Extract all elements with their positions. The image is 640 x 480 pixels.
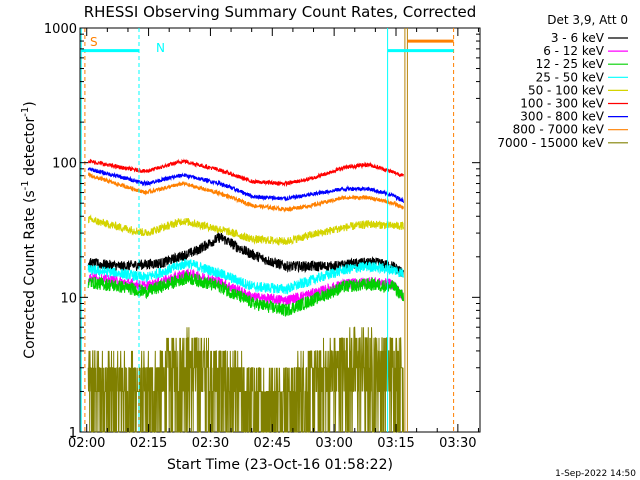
y-tick-label: 1000 bbox=[44, 22, 77, 37]
legend-label: 3 - 6 keV bbox=[551, 31, 605, 45]
x-tick-label: 02:00 bbox=[68, 436, 105, 451]
legend-label: 12 - 25 keV bbox=[536, 57, 605, 71]
series-layer bbox=[87, 158, 404, 433]
x-tick-label: 03:15 bbox=[377, 436, 414, 451]
chart-title: RHESSI Observing Summary Count Rates, Co… bbox=[84, 3, 477, 21]
legend-label: 7000 - 15000 keV bbox=[497, 136, 604, 150]
series-line-7000to15000keV bbox=[87, 326, 404, 433]
x-tick-label: 02:30 bbox=[192, 436, 229, 451]
y-tick-label: 100 bbox=[52, 157, 77, 172]
series-line-12to25keV bbox=[87, 270, 404, 317]
y-tick-label: 10 bbox=[60, 291, 77, 306]
y-tick-label: 1 bbox=[69, 426, 77, 441]
series-line-25to50keV bbox=[87, 258, 404, 295]
legend-label: 50 - 100 keV bbox=[528, 83, 605, 97]
y-axis-label-end: ) bbox=[22, 101, 38, 106]
legend-label: 6 - 12 keV bbox=[543, 44, 605, 58]
x-tick-label: 02:45 bbox=[254, 436, 291, 451]
axis-layer: 02:00 02:15 02:30 02:45 03:00 03:15 03:30 1 10 10… bbox=[44, 22, 480, 451]
y-axis-label-exp-2: -1 bbox=[20, 107, 31, 117]
x-tick-label: 03:30 bbox=[439, 436, 476, 451]
legend-label: 100 - 300 keV bbox=[520, 97, 604, 111]
y-axis-label-mid: detector bbox=[22, 117, 38, 181]
series-line-300to800keV bbox=[87, 167, 404, 203]
y-axis-label-main: Corrected Count Rate (s bbox=[22, 190, 38, 358]
y-axis-label-exp-1: -1 bbox=[20, 180, 31, 190]
x-tick-label: 02:15 bbox=[130, 436, 167, 451]
series-line-800to7000keV bbox=[88, 171, 404, 213]
x-axis-label: Start Time (23-Oct-16 01:58:22) bbox=[167, 457, 393, 473]
footer-date: 1-Sep-2022 14:50 bbox=[555, 469, 636, 479]
saa-marker-label: S bbox=[90, 35, 98, 49]
night-marker-label: N bbox=[156, 41, 165, 55]
legend-title: Det 3,9, Att 0 bbox=[547, 13, 628, 27]
series-line-100to300keV bbox=[88, 158, 404, 188]
legend-label: 800 - 7000 keV bbox=[513, 123, 605, 137]
annotation-layer: S N bbox=[80, 28, 455, 432]
x-tick-label: 03:00 bbox=[315, 436, 352, 451]
y-axis-label: Corrected Count Rate (s-1 detector-1) bbox=[20, 101, 38, 358]
legend-label: 300 - 800 keV bbox=[520, 110, 604, 124]
series-line-50to100keV bbox=[87, 214, 404, 246]
legend-label: 25 - 50 keV bbox=[536, 70, 605, 84]
